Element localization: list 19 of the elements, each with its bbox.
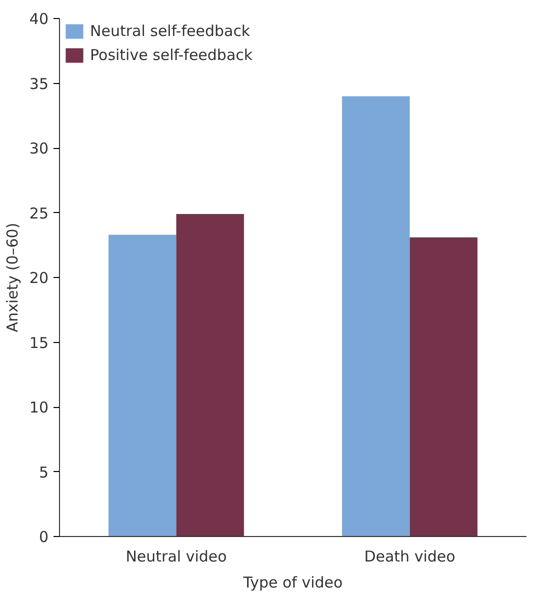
bar	[176, 214, 244, 536]
legend-label: Neutral self-feedback	[90, 22, 250, 40]
y-axis-title: Anxiety (0–60)	[3, 222, 22, 332]
y-tick-label: 20	[29, 269, 49, 287]
y-tick-label: 5	[38, 463, 49, 482]
bar	[342, 96, 410, 536]
y-tick-label: 25	[29, 204, 49, 222]
bar	[108, 234, 176, 536]
x-axis-title: Type of video	[242, 574, 343, 592]
legend-label: Positive self-feedback	[90, 46, 253, 64]
y-tick-label: 30	[29, 140, 49, 158]
x-tick-label: Death video	[364, 548, 456, 566]
y-tick-label: 35	[29, 74, 49, 93]
y-tick-label: 15	[29, 334, 49, 352]
bar	[410, 237, 478, 536]
y-tick-label: 0	[38, 528, 49, 546]
x-tick-label: Neutral video	[126, 548, 227, 566]
y-tick-label: 10	[29, 398, 49, 416]
y-tick-label: 40	[29, 10, 49, 28]
